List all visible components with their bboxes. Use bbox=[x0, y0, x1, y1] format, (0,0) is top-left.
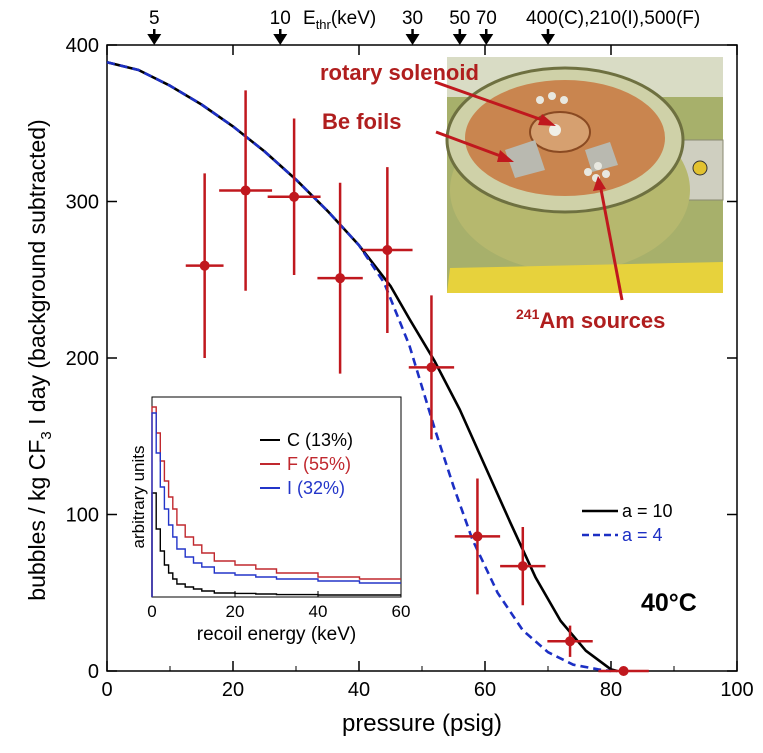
inset-legend-label: I (32%) bbox=[287, 478, 345, 498]
threshold-label: 30 bbox=[402, 8, 423, 29]
threshold-label-end: (keV) bbox=[331, 8, 376, 29]
inset-legend-label: C (13%) bbox=[287, 430, 353, 450]
data-point bbox=[382, 245, 393, 256]
x-tick-label: 60 bbox=[474, 679, 496, 701]
legend-label-a4: a = 4 bbox=[622, 525, 663, 545]
threshold-label: 400(C),210(I),500(F) bbox=[526, 8, 700, 29]
arrow-head-icon bbox=[593, 176, 606, 191]
label-am-sources: 241Am sources bbox=[516, 306, 665, 333]
photo-screw bbox=[536, 96, 544, 104]
y-axis-label: bubbles / kg CF3 I day (background subtr… bbox=[24, 119, 55, 600]
y-tick-label: 200 bbox=[66, 348, 99, 370]
arrow-head-icon bbox=[497, 150, 514, 162]
inset-x-tick-label: 0 bbox=[147, 602, 156, 621]
threshold-arrow-icon bbox=[405, 34, 420, 45]
data-point bbox=[517, 561, 528, 572]
x-axis-label: pressure (psig) bbox=[342, 710, 502, 737]
threshold-label-sub: thr bbox=[316, 17, 332, 32]
threshold-arrow-icon bbox=[541, 34, 555, 45]
inset-spectrum: 0 20 40 60 C (13%) F (55%) I (32%) recoil energ… bbox=[129, 396, 411, 645]
threshold-label: 10 bbox=[270, 8, 291, 29]
y-tick-label: 0 bbox=[88, 661, 99, 683]
x-tick-label: 100 bbox=[720, 679, 753, 701]
threshold-label-main: E bbox=[303, 8, 316, 29]
y-label-sub: 3 bbox=[38, 431, 55, 439]
inset-x-axis-label: recoil energy (keV) bbox=[197, 624, 356, 645]
apparatus-photo: rotary solenoid Be foils 241Am sources bbox=[320, 57, 724, 333]
inset-x-tick-label: 60 bbox=[392, 602, 411, 621]
photo-ruler bbox=[447, 262, 723, 293]
arrow-head-icon bbox=[538, 114, 556, 126]
annotation-arrow-foils bbox=[435, 130, 507, 160]
x-tick-label: 0 bbox=[101, 679, 112, 701]
threshold-label: 70 bbox=[476, 8, 497, 29]
x-tick-label: 80 bbox=[600, 679, 622, 701]
threshold-label: 5 bbox=[149, 8, 160, 29]
photo-source bbox=[594, 162, 602, 170]
photo-be-foil-left bbox=[505, 140, 545, 178]
x-axis-ticks: 0 20 40 60 80 100 bbox=[101, 45, 754, 701]
am-text: Am sources bbox=[539, 308, 665, 333]
photo-source bbox=[602, 170, 610, 178]
photo-solenoid-center bbox=[549, 124, 561, 136]
threshold-arrow-icon bbox=[273, 34, 288, 45]
y-label-main: bubbles / kg CF bbox=[24, 440, 50, 601]
threshold-axis-label: Ethr(keV) bbox=[303, 8, 376, 32]
curve-a4 bbox=[106, 60, 612, 673]
model-curves bbox=[106, 60, 618, 673]
y-label-end: I day (background subtracted) bbox=[24, 119, 50, 431]
label-rotary-solenoid: rotary solenoid bbox=[320, 60, 479, 85]
photo-screw bbox=[548, 92, 556, 100]
inset-frame bbox=[151, 396, 402, 598]
data-point bbox=[199, 260, 210, 271]
threshold-arrow-icon bbox=[452, 34, 467, 45]
threshold-arrow-icon bbox=[479, 34, 494, 45]
threshold-arrow-icon bbox=[147, 34, 162, 45]
inset-histogram-I bbox=[151, 412, 401, 597]
annotation-arrow-solenoid bbox=[434, 80, 549, 124]
y-tick-label: 100 bbox=[66, 505, 99, 527]
radiation-symbol-icon bbox=[692, 160, 708, 176]
photo-source bbox=[584, 168, 592, 176]
legend: a = 10 a = 4 bbox=[582, 501, 673, 545]
x-tick-label: 40 bbox=[348, 679, 370, 701]
data-point bbox=[472, 531, 483, 542]
inset-histogram-F bbox=[151, 406, 401, 597]
inset-x-tick-label: 20 bbox=[226, 602, 245, 621]
data-points bbox=[185, 90, 649, 676]
data-point bbox=[335, 273, 346, 284]
photo-screw bbox=[560, 96, 568, 104]
inset-histogram-C bbox=[151, 492, 401, 597]
y-tick-label: 300 bbox=[66, 192, 99, 214]
inset-legend-label: F (55%) bbox=[287, 454, 351, 474]
am-superscript: 241 bbox=[516, 306, 540, 322]
data-point bbox=[426, 362, 437, 373]
data-point bbox=[289, 191, 300, 202]
threshold-axis: 5 10 30 50 70 400(C),210(I),500(F) Ethr(keV) bbox=[147, 8, 700, 45]
annotation-arrow-sources bbox=[598, 183, 624, 301]
temperature-label: 40°C bbox=[641, 589, 697, 617]
legend-label-a10: a = 10 bbox=[622, 501, 673, 521]
label-be-foils: Be foils bbox=[322, 109, 401, 134]
threshold-label: 50 bbox=[449, 8, 470, 29]
data-point bbox=[565, 636, 576, 647]
inset-x-tick-label: 40 bbox=[309, 602, 328, 621]
photo-be-foil-right bbox=[585, 142, 618, 172]
data-point bbox=[240, 185, 251, 196]
inset-y-axis-label: arbitrary units bbox=[129, 446, 148, 549]
y-tick-label: 400 bbox=[66, 35, 99, 57]
x-tick-label: 20 bbox=[222, 679, 244, 701]
data-point bbox=[618, 666, 629, 676]
